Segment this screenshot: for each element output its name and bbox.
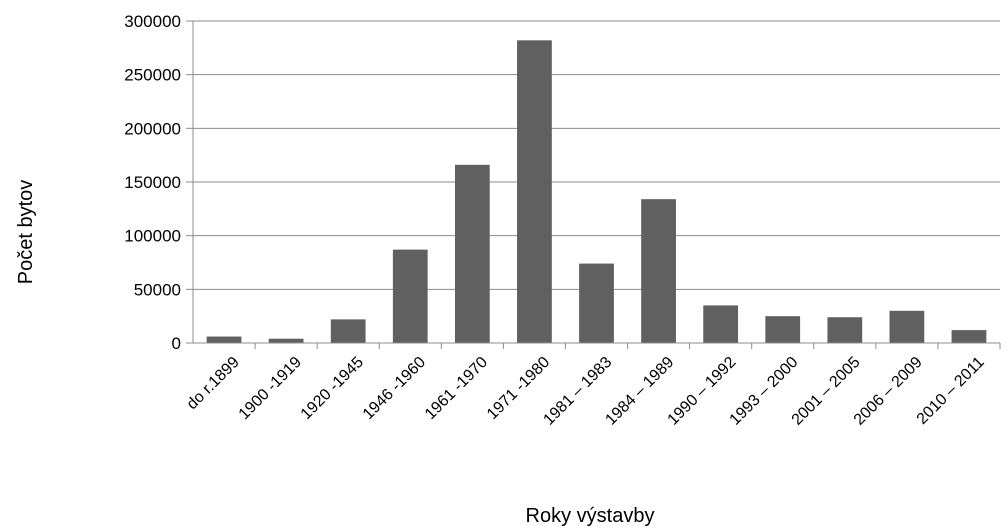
y-tick-label: 300000 xyxy=(124,12,181,31)
x-tick-label: 1900 -1919 xyxy=(236,354,305,423)
axes xyxy=(192,21,1000,344)
y-tick-label: 150000 xyxy=(124,173,181,192)
x-tick-label: 1971 -1980 xyxy=(484,354,553,423)
x-tick-label: 2010 – 2011 xyxy=(914,354,988,428)
y-tick-label: 0 xyxy=(172,334,181,353)
y-tick-label: 50000 xyxy=(134,280,181,299)
x-tick-label: 1946 -1960 xyxy=(360,354,429,423)
y-tick-label: 250000 xyxy=(124,66,181,85)
bar xyxy=(454,164,490,343)
bar xyxy=(392,249,428,343)
y-tick-label: 100000 xyxy=(124,227,181,246)
bar xyxy=(641,199,676,343)
grid-lines xyxy=(186,20,1001,349)
bar xyxy=(330,319,366,343)
x-axis-title: Roky výstavby xyxy=(526,505,655,527)
bar xyxy=(827,317,863,343)
x-tick-label: 1961 -1970 xyxy=(422,354,491,423)
bar xyxy=(268,338,304,343)
bar xyxy=(579,263,614,343)
y-axis-title: Počet bytov xyxy=(15,180,37,285)
y-tick-label: 200000 xyxy=(124,119,181,138)
bar xyxy=(703,305,739,343)
bar xyxy=(517,40,552,343)
x-tick-label: do r.1899 xyxy=(184,354,243,413)
bar xyxy=(889,310,925,343)
bar xyxy=(206,336,242,343)
bar xyxy=(951,330,987,343)
y-tick-labels: 0 50000 100000 150000 200000 250000 300000 xyxy=(124,12,181,353)
bars xyxy=(206,40,987,343)
x-tick-label: 1920 -1945 xyxy=(298,354,367,423)
bar xyxy=(765,316,801,343)
